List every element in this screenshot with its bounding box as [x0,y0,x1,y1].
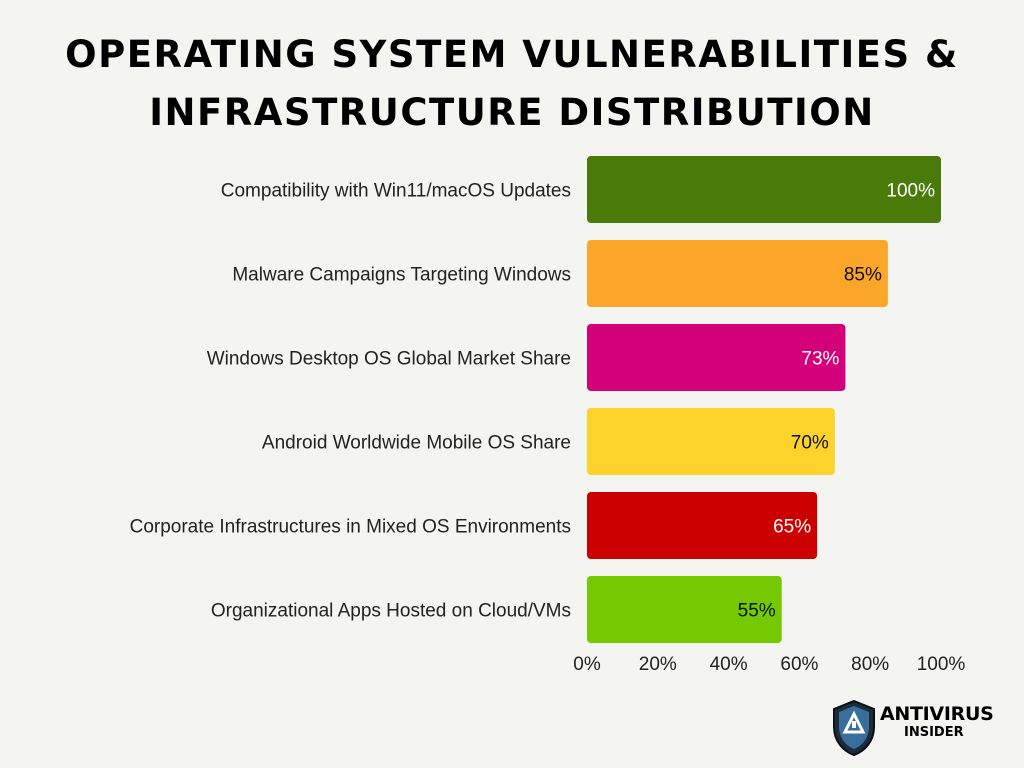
bar [587,240,888,307]
bar [587,492,818,559]
brand-logo: ANTIVIRUS INSIDER [832,699,994,757]
bar [587,408,835,475]
category-label: Compatibility with Win11/macOS Updates [221,181,571,202]
value-label: 100% [886,181,935,202]
x-tick-label: 80% [851,654,889,675]
x-tick-label: 20% [639,654,677,675]
logo-brand-text: ANTIVIRUS [880,703,994,725]
shield-icon [833,699,875,757]
bar [587,324,846,391]
logo-sub-text: INSIDER [904,725,964,740]
bar [587,156,941,223]
category-label: Malware Campaigns Targeting Windows [232,265,571,286]
value-label: 55% [738,601,776,622]
chart-title: Operating System Vulnerabilities & Infra… [0,26,1024,142]
value-label: 73% [801,349,839,370]
x-tick-label: 40% [710,654,748,675]
x-tick-label: 100% [917,654,966,675]
value-label: 85% [844,265,882,286]
category-label: Android Worldwide Mobile OS Share [262,433,571,454]
category-label: Organizational Apps Hosted on Cloud/VMs [211,601,571,622]
bar [587,576,782,643]
category-label: Windows Desktop OS Global Market Share [207,349,571,370]
x-tick-label: 60% [780,654,818,675]
chart-title-line-2: Infrastructure Distribution [149,91,875,134]
chart-title-line-1: Operating System Vulnerabilities & [65,33,959,76]
category-label: Corporate Infrastructures in Mixed OS En… [130,517,571,538]
x-tick-label: 0% [573,654,601,675]
value-label: 70% [791,433,829,454]
value-label: 65% [773,517,811,538]
